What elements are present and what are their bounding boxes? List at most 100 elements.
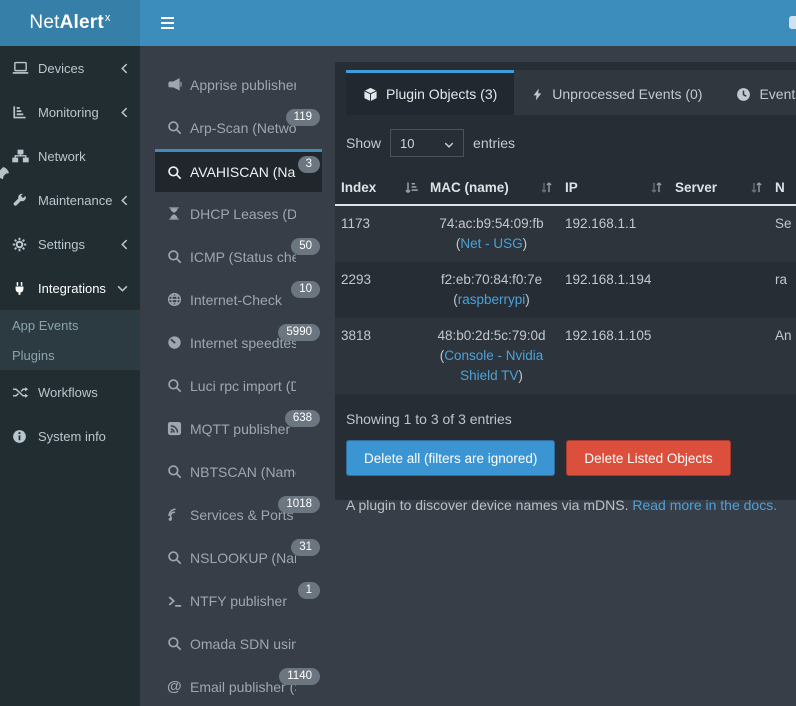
search-icon <box>167 249 186 264</box>
cell-ip: 192.168.1.1 <box>565 216 637 231</box>
chart-bars-icon <box>12 105 32 120</box>
plugin-item-arp-scan[interactable]: Arp-Scan (Network … 119 <box>155 106 322 149</box>
tab-plugin-objects[interactable]: Plugin Objects (3) <box>346 70 515 115</box>
paren: ) <box>522 236 528 251</box>
sidebar-item-settings[interactable]: Settings <box>0 222 140 266</box>
column-header-label: N <box>775 180 785 195</box>
sidebar-item-label: System info <box>38 428 106 444</box>
sort-ascending-icon[interactable] <box>404 181 418 195</box>
cell-name: An <box>775 328 792 343</box>
delete-all-button[interactable]: Delete all (filters are ignored) <box>346 440 556 476</box>
laptop-icon <box>12 61 32 75</box>
table-row[interactable]: 2293 f2:eb:70:84:f0:7e (raspberrypi) 192… <box>335 262 796 318</box>
column-header-server[interactable]: Server <box>669 171 769 205</box>
sidebar-subitem-plugins[interactable]: Plugins <box>0 340 140 370</box>
plugin-item-internet-check[interactable]: Internet-Check 10 <box>155 278 322 321</box>
cell-name: Se <box>775 216 792 231</box>
description-text: A plugin to discover device names via mD… <box>346 497 633 513</box>
table-row[interactable]: 1173 74:ac:b9:54:09:fb (Net - USG) 192.1… <box>335 205 796 262</box>
submenu-item-label: App Events <box>12 317 79 333</box>
brand-logo[interactable]: Net Alert x <box>0 0 140 46</box>
plugin-badge: 1140 <box>279 668 320 685</box>
sidebar-item-network[interactable]: Network <box>0 134 140 178</box>
paren: ( <box>455 236 461 251</box>
hamburger-icon <box>160 17 174 29</box>
sort-both-icon[interactable] <box>750 181 763 194</box>
tab-events-history[interactable]: Events History (6) <box>719 70 796 115</box>
plugin-item-label: Omada SDN using … <box>190 635 296 652</box>
sidebar-item-workflows[interactable]: Workflows <box>0 370 140 414</box>
column-header-name[interactable]: N <box>769 171 796 205</box>
sidebar-item-devices[interactable]: Devices <box>0 46 140 90</box>
page-size-select[interactable]: 10 <box>390 129 465 157</box>
plugin-item-label: Email publisher (S… <box>190 678 296 695</box>
cell-ip: 192.168.1.105 <box>565 328 652 343</box>
plugin-item-label: Arp-Scan (Network … <box>190 119 296 136</box>
sidebar-item-integrations[interactable]: Integrations <box>0 266 140 310</box>
sidebar-item-label: Workflows <box>38 384 98 400</box>
plugin-badge: 119 <box>285 109 320 126</box>
plugin-item-dhcp-leases[interactable]: DHCP Leases (Devic… <box>155 192 322 235</box>
bolt-icon <box>531 87 544 102</box>
paren: ) <box>525 292 530 307</box>
chevron-left-icon <box>121 239 128 250</box>
table-row[interactable]: 3818 48:b0:2d:5c:79:0d (Console - Nvidia… <box>335 318 796 394</box>
column-header-index[interactable]: Index <box>335 171 424 205</box>
plug-icon <box>12 281 32 296</box>
plugin-badge: 1018 <box>278 496 320 513</box>
device-name-link[interactable]: Net - USG <box>460 236 523 251</box>
docs-link[interactable]: Read more in the docs. <box>632 497 778 513</box>
plugin-item-ntfy-publisher[interactable]: NTFY publisher 1 <box>155 579 322 622</box>
entries-label: entries <box>473 135 516 151</box>
plugin-badge: 31 <box>291 539 320 556</box>
tab-label: Plugin Objects (3) <box>386 86 498 102</box>
sidebar-item-system-info[interactable]: System info <box>0 414 140 458</box>
plugin-item-label: ICMP (Status check) <box>190 248 296 265</box>
brand-text-regular: Net <box>29 12 60 33</box>
plugin-item-icmp[interactable]: ICMP (Status check) 50 <box>155 235 322 278</box>
plugin-item-email-publisher[interactable]: @ Email publisher (S… 1140 <box>155 665 322 706</box>
plugin-item-label: NTFY publisher <box>190 592 288 609</box>
plugin-item-omada-sdn[interactable]: Omada SDN using … <box>155 622 322 665</box>
sidebar-subitem-app-events[interactable]: App Events <box>0 310 140 340</box>
plugin-item-nslookup[interactable]: NSLOOKUP (Name … 31 <box>155 536 322 579</box>
paren: ) <box>518 368 523 383</box>
content-wrapper: Apprise publisher Arp-Scan (Network … 11… <box>140 46 796 706</box>
sort-both-icon[interactable] <box>540 181 553 194</box>
table-length-controls: Show 10 entries <box>346 129 796 157</box>
cube-icon <box>363 87 378 102</box>
column-header-label: IP <box>565 180 578 195</box>
plugin-item-apprise-publisher[interactable]: Apprise publisher <box>155 63 322 106</box>
plugin-item-mqtt-publisher[interactable]: MQTT publisher 638 <box>155 407 322 450</box>
search-icon <box>167 636 186 651</box>
info-circle-icon <box>12 429 32 444</box>
cell-mac: f2:eb:70:84:f0:7e (raspberrypi) <box>424 262 559 318</box>
partial-navbar-icon[interactable] <box>789 16 796 29</box>
sidebar-item-monitoring[interactable]: Monitoring <box>0 90 140 134</box>
delete-listed-button[interactable]: Delete Listed Objects <box>566 440 731 476</box>
clock-icon <box>736 87 751 102</box>
column-header-mac[interactable]: MAC (name) <box>424 171 559 205</box>
at-sign-icon: @ <box>167 678 182 695</box>
cell-server <box>669 262 769 318</box>
plugin-item-label: DHCP Leases (Devic… <box>190 205 296 222</box>
device-name-link[interactable]: raspberrypi <box>457 292 526 307</box>
plugin-item-services-ports[interactable]: Services & Ports (N… 1018 <box>155 493 322 536</box>
sidebar-item-maintenance[interactable]: Maintenance <box>0 178 140 222</box>
column-header-ip[interactable]: IP <box>559 171 669 205</box>
sidebar-item-label: Integrations <box>38 280 106 296</box>
plugin-item-nbtscan[interactable]: NBTSCAN (Name di… <box>155 450 322 493</box>
plugin-badge: 1 <box>297 582 320 599</box>
chevron-down-icon <box>117 285 128 292</box>
plugin-item-internet-speedtest[interactable]: Internet speedtest 5990 <box>155 321 322 364</box>
sidebar-toggle-button[interactable] <box>148 0 186 46</box>
plugin-item-avahiscan[interactable]: AVAHISCAN (Name … 3 <box>155 149 322 192</box>
gear-icon <box>12 237 32 252</box>
rocket-icon <box>0 166 10 187</box>
tab-unprocessed-events[interactable]: Unprocessed Events (0) <box>514 70 719 115</box>
plugin-item-luci-rpc-import[interactable]: Luci rpc import (De… <box>155 364 322 407</box>
tab-label: Events History (6) <box>759 86 796 102</box>
sort-both-icon[interactable] <box>650 181 663 194</box>
device-name-link[interactable]: Console - Nvidia Shield TV <box>444 348 544 383</box>
